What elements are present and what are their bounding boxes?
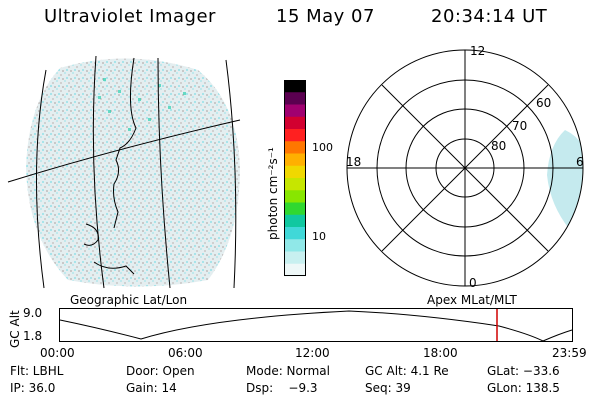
seq-status: Seq: 39 (365, 381, 411, 395)
door-status: Door: Open (126, 364, 195, 378)
altitude-axis-label: GC Alt (8, 310, 22, 348)
mlt-label-0: 0 (469, 276, 477, 290)
time-tick-1200: 12:00 (295, 346, 330, 360)
glon-status: GLon: 138.5 (487, 381, 560, 395)
instrument-title: Ultraviolet Imager (44, 6, 216, 27)
time-label: 20:34:14 UT (431, 6, 548, 27)
gain-status: Gain: 14 (126, 381, 177, 395)
time-tick-0000: 00:00 (40, 346, 75, 360)
colorbar-tick-100: 100 (312, 141, 333, 154)
colorbar-swatch (284, 141, 306, 154)
time-tick-0600: 06:00 (168, 346, 203, 360)
colorbar-swatch (284, 116, 306, 130)
altitude-strip (59, 308, 573, 342)
ip-status: IP: 36.0 (10, 381, 56, 395)
geographic-image (7, 55, 241, 289)
mlt-label-6: 6 (576, 155, 584, 169)
altitude-max-label: 9.0 (23, 306, 43, 320)
altitude-min-label: 1.8 (23, 329, 43, 343)
glat-status: GLat: −33.6 (487, 364, 560, 378)
colorbar-swatch (284, 263, 306, 277)
colorbar-swatch (284, 153, 306, 167)
time-tick-2359: 23:59 (552, 346, 587, 360)
mode-status: Mode: Normal (246, 364, 330, 378)
colorbar-swatch (284, 80, 306, 93)
time-tick-1800: 18:00 (423, 346, 458, 360)
dsp-status: Dsp: −9.3 (246, 381, 318, 395)
polar-plot (346, 49, 584, 287)
colorbar (284, 80, 306, 277)
apex-caption: Apex MLat/MLT (427, 293, 517, 307)
colorbar-swatch (284, 251, 306, 265)
gc-alt-status: GC Alt: 4.1 Re (365, 364, 449, 378)
colorbar-swatch (284, 104, 306, 118)
date-label: 15 May 07 (276, 6, 375, 27)
colorbar-swatch (284, 190, 306, 203)
colorbar-swatch (284, 227, 306, 240)
colorbar-swatch (284, 214, 306, 228)
colorbar-swatch (284, 165, 306, 179)
geographic-caption: Geographic Lat/Lon (70, 293, 188, 307)
mlat-label-70: 70 (512, 119, 528, 133)
mlat-label-80: 80 (491, 139, 507, 153)
colorbar-tick-10: 10 (312, 230, 326, 243)
colorbar-swatch (284, 129, 306, 142)
colorbar-swatch (284, 92, 306, 105)
colorbar-swatch (284, 202, 306, 216)
colorbar-unit-label: photon cm⁻²s⁻¹ (266, 147, 280, 240)
filter-status: Flt: LBHL (10, 364, 64, 378)
colorbar-swatch (284, 178, 306, 191)
mlt-label-18: 18 (346, 155, 362, 169)
colorbar-swatch (284, 239, 306, 252)
mlat-label-60: 60 (536, 96, 552, 110)
mlt-label-12: 12 (470, 44, 486, 58)
